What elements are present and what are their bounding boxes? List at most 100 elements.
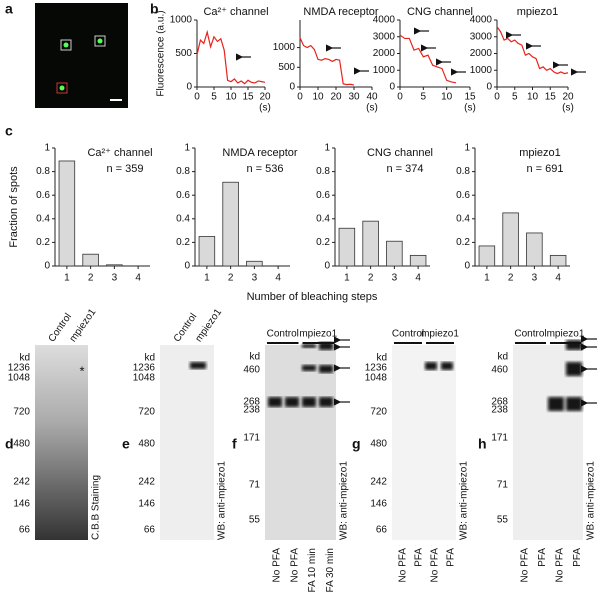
- marker-label: 242: [13, 477, 30, 488]
- y-tick-label: 4000: [373, 15, 396, 26]
- y-tick-label: 1: [44, 143, 50, 154]
- y-tick-label: 0: [184, 261, 190, 272]
- band: [548, 397, 564, 411]
- blot-image: [392, 345, 456, 540]
- marker-label: 66: [144, 525, 156, 536]
- group-label: Control: [514, 329, 546, 340]
- band: [566, 397, 582, 411]
- y-tick-label: 0: [44, 261, 50, 272]
- annotation: n = 359: [106, 163, 143, 175]
- band: [302, 365, 316, 371]
- x-tick-label: 3: [392, 273, 398, 284]
- trace: [196, 29, 266, 85]
- trace: [299, 37, 355, 86]
- panel-label: e: [122, 436, 130, 452]
- group-label: mpiezo1: [421, 329, 459, 340]
- band: [566, 340, 582, 350]
- x-tick-label: 15: [545, 92, 557, 103]
- bar: [222, 181, 239, 267]
- lane-label: PFA 30 min: [325, 548, 336, 593]
- marker-label: 720: [138, 407, 155, 418]
- marker-label: 268: [491, 397, 508, 408]
- lane-label: No PFA: [398, 548, 409, 583]
- marker-label: 238: [491, 405, 508, 416]
- marker-label: 480: [13, 439, 30, 450]
- y-tick-label: 1000: [373, 65, 396, 76]
- x-tick-label: 40: [366, 92, 378, 103]
- marker-label: kd: [249, 352, 260, 363]
- marker-label: 720: [13, 407, 30, 418]
- x-tick-label: 10: [441, 92, 453, 103]
- marker-label: 242: [138, 477, 155, 488]
- panel-label: b: [150, 1, 159, 17]
- bar: [362, 220, 379, 267]
- band: [302, 397, 316, 407]
- marker-label: kd: [144, 353, 155, 364]
- x-tick-label: 2: [228, 273, 234, 284]
- panel-label: g: [352, 436, 361, 452]
- y-tick-label: 0: [186, 82, 192, 93]
- y-tick-label: 0.4: [316, 213, 330, 224]
- x-tick-label: 10: [312, 92, 324, 103]
- marker-label: 1236: [365, 363, 388, 374]
- lane-label: PFA: [414, 548, 425, 567]
- x-tick-label: 1: [344, 273, 350, 284]
- y-tick-label: 0.8: [316, 166, 330, 177]
- marker-label: 720: [370, 407, 387, 418]
- bar: [386, 240, 403, 267]
- marker-label: 55: [497, 515, 509, 526]
- y-tick-label: 0.8: [456, 166, 470, 177]
- x-tick-label: 0: [397, 92, 403, 103]
- marker-label: 66: [19, 525, 31, 536]
- panel-label: h: [478, 436, 487, 452]
- x-tick-label: 2: [508, 273, 514, 284]
- marker-label: 171: [491, 433, 508, 444]
- bar: [409, 254, 427, 267]
- group-label: mpiezo1: [299, 329, 337, 340]
- x-tick-label: 2: [88, 273, 94, 284]
- blot-image: [265, 345, 336, 540]
- side-label: C.B.B Staining: [91, 475, 102, 540]
- marker-label: 1048: [8, 373, 31, 384]
- bar: [502, 212, 519, 267]
- marker-label: 66: [376, 525, 388, 536]
- y-tick-label: 1: [184, 143, 190, 154]
- y-tick-label: 0: [289, 82, 295, 93]
- bar: [246, 260, 263, 267]
- marker-label: 268: [243, 397, 260, 408]
- y-tick-label: 0.2: [316, 237, 330, 248]
- microscope-image: [35, 3, 128, 108]
- marker-label: 71: [249, 480, 261, 491]
- x-axis-label: (s): [366, 103, 378, 114]
- band: [302, 344, 316, 348]
- marker-label: 71: [497, 480, 509, 491]
- x-tick-label: 5: [512, 92, 518, 103]
- x-axis-label: (s): [464, 103, 476, 114]
- trace: [399, 34, 457, 84]
- lane-label: No PFA: [554, 548, 565, 583]
- chart-title: mpiezo1: [517, 6, 559, 18]
- lane-label: PFA 10 min: [307, 548, 318, 593]
- chart-title: CNG channel: [407, 6, 473, 18]
- chart-title: NMDA receptor: [303, 6, 379, 18]
- y-tick-label: 2000: [470, 48, 493, 59]
- marker-label: 480: [370, 439, 387, 450]
- x-tick-label: 15: [242, 92, 254, 103]
- band: [285, 397, 299, 407]
- bar: [338, 227, 356, 267]
- side-label: WB: anti-mpiezo1: [459, 461, 470, 540]
- x-tick-label: 1: [64, 273, 70, 284]
- chart-title: NMDA receptor: [222, 147, 298, 159]
- x-tick-label: 4: [415, 273, 421, 284]
- x-tick-label: 3: [532, 273, 538, 284]
- bar: [549, 254, 567, 267]
- y-tick-label: 0: [486, 82, 492, 93]
- blot-image: [160, 345, 214, 540]
- x-tick-label: 4: [555, 273, 561, 284]
- marker-label: 238: [243, 405, 260, 416]
- y-tick-label: 0.2: [36, 237, 50, 248]
- x-tick-label: 10: [527, 92, 539, 103]
- lane-label: PFA: [537, 548, 548, 567]
- x-tick-label: 0: [494, 92, 500, 103]
